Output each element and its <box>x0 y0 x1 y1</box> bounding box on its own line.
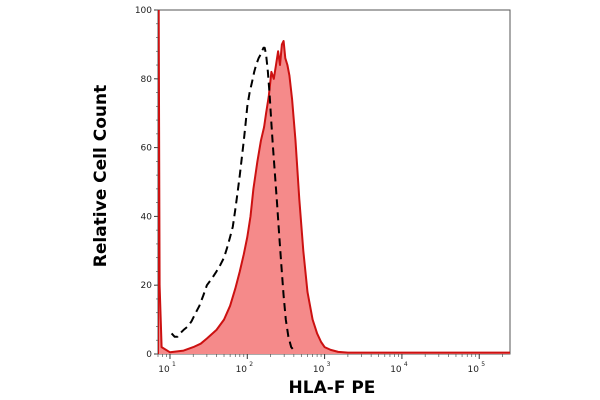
x-tick-base: 10 <box>313 365 325 375</box>
x-axis-title: HLA-F PE <box>289 378 376 398</box>
x-tick-label: 104 <box>390 361 408 375</box>
x-tick-label: 102 <box>236 361 254 375</box>
x-tick-base: 10 <box>158 365 170 375</box>
y-tick-label: 100 <box>135 6 152 16</box>
x-tick-base: 10 <box>390 365 402 375</box>
series-0-line <box>158 10 510 354</box>
x-tick-label: 101 <box>158 361 176 375</box>
series-0-area <box>158 10 510 354</box>
y-axis-title: Relative Cell Count <box>91 85 111 267</box>
x-tick-base: 10 <box>468 365 480 375</box>
series-layer <box>158 10 510 354</box>
x-tick-exponent: 2 <box>249 361 253 368</box>
x-tick-exponent: 5 <box>481 361 485 368</box>
x-tick-label: 105 <box>468 361 486 375</box>
x-tick-exponent: 4 <box>404 361 408 368</box>
y-tick-label: 0 <box>146 350 152 360</box>
x-tick-exponent: 3 <box>327 361 331 368</box>
y-tick-label: 60 <box>141 144 153 154</box>
y-tick-label: 40 <box>141 212 153 222</box>
x-tick-label: 103 <box>313 361 331 375</box>
plot-frame <box>157 9 511 355</box>
y-tick-label: 80 <box>141 75 153 85</box>
x-tick-exponent: 1 <box>172 361 176 368</box>
series-1-dashed-line <box>170 46 297 353</box>
x-tick-base: 10 <box>236 365 248 375</box>
y-tick-label: 20 <box>141 281 153 291</box>
